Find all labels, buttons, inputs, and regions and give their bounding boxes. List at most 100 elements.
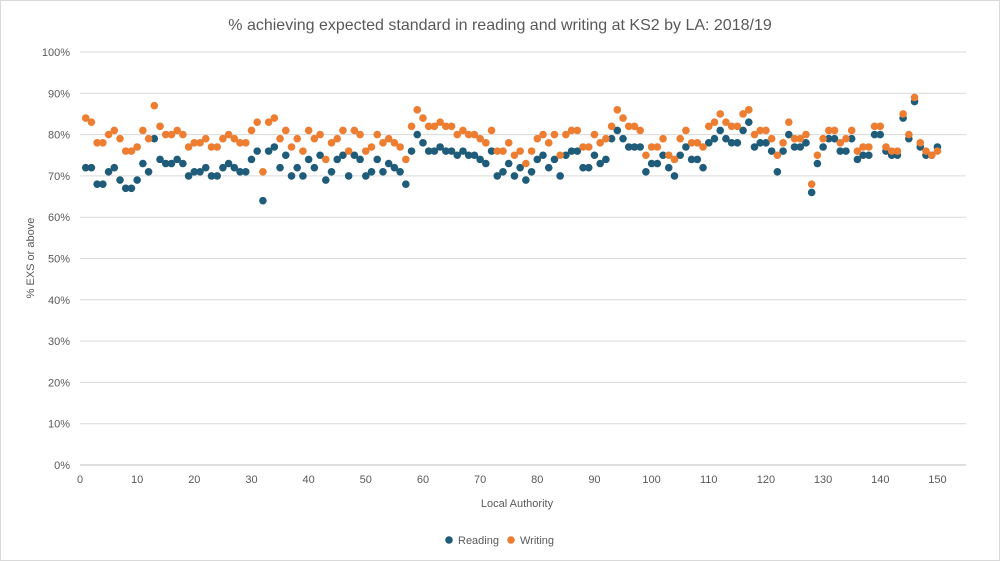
data-point bbox=[727, 122, 736, 131]
y-tick-label: 100% bbox=[42, 47, 70, 59]
data-point bbox=[230, 134, 239, 143]
data-point bbox=[219, 134, 227, 143]
data-point bbox=[527, 167, 536, 176]
data-point bbox=[190, 139, 199, 147]
data-point bbox=[516, 163, 524, 172]
data-point bbox=[304, 155, 313, 164]
data-point bbox=[699, 143, 707, 151]
data-point bbox=[179, 130, 187, 139]
data-point bbox=[836, 139, 845, 147]
data-point bbox=[790, 134, 799, 143]
data-point bbox=[419, 114, 427, 122]
legend-label: Reading bbox=[458, 535, 499, 547]
data-point bbox=[550, 155, 559, 164]
data-point bbox=[579, 163, 587, 172]
data-point bbox=[499, 167, 507, 176]
data-point bbox=[916, 139, 925, 147]
data-point bbox=[825, 134, 833, 143]
data-point bbox=[99, 139, 107, 147]
data-point bbox=[316, 130, 324, 139]
data-point bbox=[922, 147, 930, 155]
data-point bbox=[636, 143, 644, 151]
series-reading bbox=[81, 97, 942, 205]
data-point bbox=[373, 130, 382, 139]
data-point bbox=[642, 167, 650, 176]
data-point bbox=[510, 151, 519, 160]
data-point bbox=[773, 151, 782, 160]
data-point bbox=[156, 122, 164, 131]
data-point bbox=[384, 159, 393, 168]
data-point bbox=[179, 159, 187, 168]
data-point bbox=[876, 122, 885, 131]
data-point bbox=[236, 167, 244, 176]
x-tick-label: 130 bbox=[814, 474, 832, 486]
y-tick-label: 50% bbox=[48, 254, 70, 266]
data-point bbox=[825, 126, 833, 135]
data-point bbox=[779, 139, 787, 147]
data-point bbox=[630, 122, 639, 131]
data-point bbox=[104, 167, 113, 176]
x-tick-label: 60 bbox=[417, 474, 429, 486]
data-point bbox=[276, 163, 284, 172]
data-point bbox=[493, 172, 502, 180]
data-point bbox=[213, 143, 221, 151]
data-point bbox=[785, 130, 793, 139]
data-point bbox=[653, 143, 662, 151]
data-point bbox=[287, 172, 296, 180]
y-axis-ticks: 0% 10% 20% 30% 40% 50% 60% 70% 80% 90% 100% bbox=[42, 47, 70, 472]
data-point bbox=[727, 139, 736, 147]
data-point bbox=[167, 130, 176, 139]
data-point bbox=[739, 126, 747, 135]
data-point bbox=[807, 188, 816, 197]
data-point bbox=[419, 139, 427, 147]
data-point bbox=[756, 139, 765, 147]
data-point bbox=[584, 163, 593, 172]
data-point bbox=[184, 172, 193, 180]
data-point bbox=[459, 147, 467, 155]
data-point bbox=[499, 147, 507, 155]
data-point bbox=[539, 151, 547, 160]
data-point bbox=[350, 126, 359, 135]
data-point bbox=[116, 176, 124, 184]
data-point bbox=[602, 155, 610, 164]
data-point bbox=[310, 134, 319, 143]
data-point bbox=[281, 126, 290, 135]
data-point bbox=[682, 126, 690, 135]
data-point bbox=[87, 163, 96, 172]
data-point bbox=[687, 139, 696, 147]
legend-marker bbox=[507, 536, 515, 544]
data-point bbox=[853, 155, 862, 164]
data-point bbox=[779, 147, 787, 155]
data-point bbox=[533, 134, 542, 143]
y-tick-label: 40% bbox=[48, 295, 70, 307]
data-point bbox=[653, 159, 662, 168]
data-point bbox=[327, 167, 336, 176]
data-point bbox=[807, 180, 816, 188]
data-point bbox=[893, 147, 902, 155]
data-point bbox=[859, 143, 867, 151]
data-point bbox=[333, 155, 342, 164]
data-point bbox=[482, 139, 490, 147]
data-point bbox=[442, 122, 450, 131]
data-point bbox=[133, 143, 141, 151]
legend-item-writing: Writing bbox=[507, 535, 554, 547]
data-point bbox=[567, 126, 576, 135]
data-point bbox=[321, 176, 330, 184]
data-point bbox=[619, 114, 627, 122]
data-point bbox=[110, 126, 119, 135]
data-point bbox=[93, 180, 101, 188]
data-point bbox=[836, 147, 845, 155]
data-point bbox=[316, 151, 324, 160]
data-point bbox=[464, 151, 473, 160]
data-point bbox=[722, 134, 730, 143]
y-tick-label: 80% bbox=[48, 130, 70, 142]
data-point bbox=[470, 151, 479, 160]
data-point bbox=[310, 163, 319, 172]
data-point bbox=[613, 126, 622, 135]
data-point bbox=[230, 163, 239, 172]
x-tick-label: 80 bbox=[531, 474, 543, 486]
data-point bbox=[253, 147, 261, 155]
data-point bbox=[384, 134, 393, 143]
data-point bbox=[184, 143, 193, 151]
data-point bbox=[750, 130, 759, 139]
